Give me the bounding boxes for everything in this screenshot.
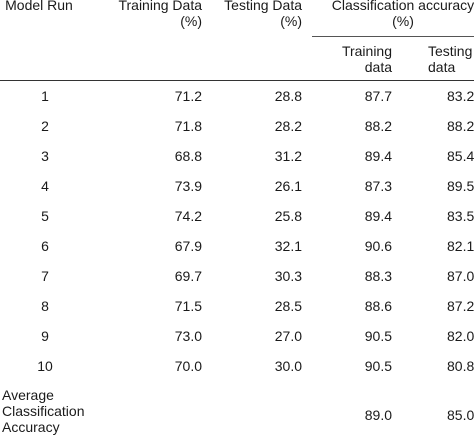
cell-testing: 28.2 xyxy=(274,118,302,134)
average-acc-train: 89.0 xyxy=(364,407,392,423)
cell-run: 6 xyxy=(41,238,49,254)
cell-testing: 28.5 xyxy=(274,298,302,314)
cell-testing: 26.1 xyxy=(274,178,302,194)
cell-acc-test: 82.1 xyxy=(447,238,474,254)
cell-acc-train: 88.6 xyxy=(364,298,392,314)
cell-run: 3 xyxy=(41,148,49,164)
header-testing-data: Testing Data (%) xyxy=(224,0,302,29)
cell-run: 2 xyxy=(41,118,49,134)
cell-training: 70.0 xyxy=(174,358,202,374)
cell-acc-test: 82.0 xyxy=(447,328,474,344)
header-model-run: Model Run xyxy=(5,0,73,13)
cell-run: 4 xyxy=(41,178,49,194)
subheader-rule xyxy=(312,36,474,37)
cell-training: 71.2 xyxy=(174,88,202,104)
cell-acc-train: 87.7 xyxy=(364,88,392,104)
cell-testing: 27.0 xyxy=(274,328,302,344)
cell-acc-test: 87.2 xyxy=(447,298,474,314)
cell-run: 1 xyxy=(41,88,49,104)
cell-training: 71.5 xyxy=(174,298,202,314)
cell-testing: 30.0 xyxy=(274,358,302,374)
cell-acc-test: 83.5 xyxy=(447,208,474,224)
cell-training: 68.8 xyxy=(174,148,202,164)
cell-acc-test: 83.2 xyxy=(447,88,474,104)
cell-testing: 25.8 xyxy=(274,208,302,224)
header-bottom-rule xyxy=(0,80,474,81)
cell-acc-train: 90.5 xyxy=(364,328,392,344)
header-classification-accuracy: Classification accuracy (%) xyxy=(331,0,474,29)
cell-testing: 32.1 xyxy=(274,238,302,254)
cell-training: 67.9 xyxy=(174,238,202,254)
cell-training: 73.9 xyxy=(174,178,202,194)
cell-run: 10 xyxy=(37,358,53,374)
average-label: Average Classification Accuracy xyxy=(2,387,85,435)
cell-acc-train: 88.2 xyxy=(364,118,392,134)
cell-run: 9 xyxy=(41,328,49,344)
cell-acc-test: 89.5 xyxy=(447,178,474,194)
cell-testing: 31.2 xyxy=(274,148,302,164)
cell-training: 74.2 xyxy=(174,208,202,224)
cell-testing: 28.8 xyxy=(274,88,302,104)
cell-acc-test: 80.8 xyxy=(447,358,474,374)
cell-acc-train: 89.4 xyxy=(364,208,392,224)
cell-acc-train: 88.3 xyxy=(364,268,392,284)
cell-acc-test: 87.0 xyxy=(447,268,474,284)
subheader-training-data: Training data xyxy=(341,43,392,75)
cell-acc-train: 90.5 xyxy=(364,358,392,374)
cell-run: 7 xyxy=(41,268,49,284)
cell-acc-test: 88.2 xyxy=(447,118,474,134)
cell-training: 73.0 xyxy=(174,328,202,344)
cell-training: 71.8 xyxy=(174,118,202,134)
cell-acc-train: 90.6 xyxy=(364,238,392,254)
cell-acc-train: 87.3 xyxy=(364,178,392,194)
header-training-data: Training Data (%) xyxy=(118,0,202,29)
cell-training: 69.7 xyxy=(174,268,202,284)
subheader-testing-data: Testing data xyxy=(428,43,473,75)
cell-run: 8 xyxy=(41,298,49,314)
cell-testing: 30.3 xyxy=(274,268,302,284)
cell-run: 5 xyxy=(41,208,49,224)
cell-acc-test: 85.4 xyxy=(447,148,474,164)
cell-acc-train: 89.4 xyxy=(364,148,392,164)
average-acc-test: 85.0 xyxy=(447,407,474,423)
